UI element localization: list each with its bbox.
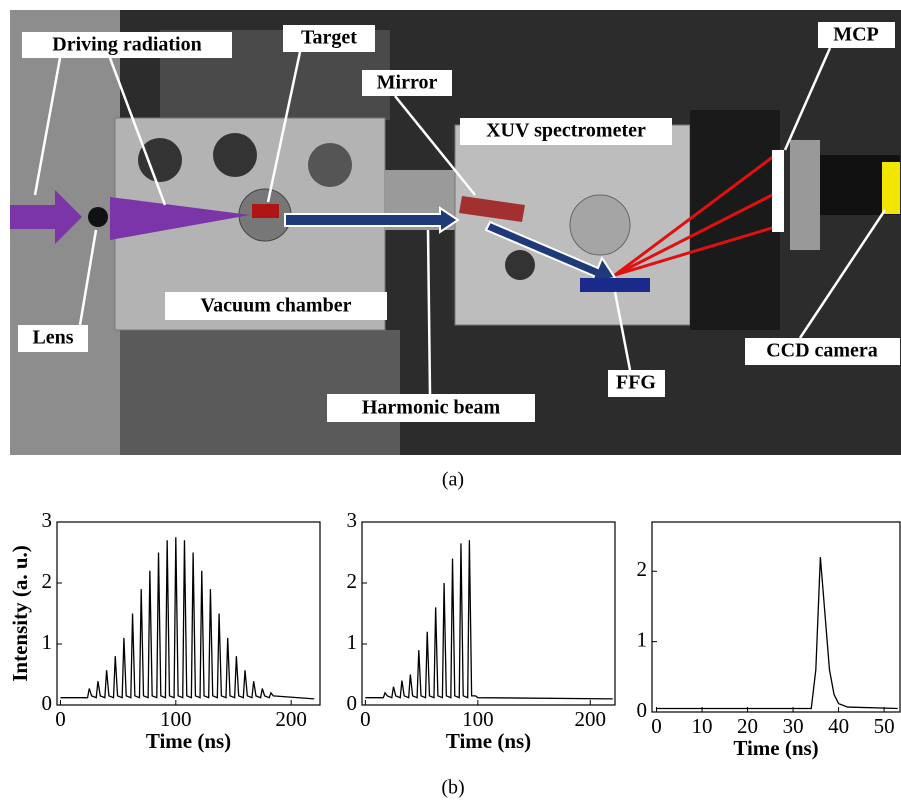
x-tick-label: 0 (360, 707, 371, 731)
y-tick-label: 0 (347, 691, 358, 715)
y-tick-label: 2 (42, 569, 53, 593)
y-tick-label: 0 (42, 691, 53, 715)
photo-label: Mirror (377, 72, 438, 94)
data-line (365, 540, 612, 699)
photo-label: Driving radiation (52, 34, 201, 56)
photo: Driving radiation Target Mirror XUV spec… (10, 10, 901, 455)
photo-label: CCD camera (766, 340, 878, 362)
caption: (b) (441, 777, 464, 799)
port (138, 138, 182, 182)
mcp (772, 150, 784, 232)
camera-label (882, 162, 900, 214)
x-tick-label: 0 (55, 707, 66, 731)
plot: 0 1 2 3 0 100 200 Time (ns) (347, 508, 616, 753)
x-tick-label: 200 (575, 707, 607, 731)
y-tick-label: 1 (347, 630, 358, 654)
x-tick-label: 30 (783, 714, 804, 738)
port (570, 195, 630, 255)
plot: 0 1 2 3 0 100 200 Time (ns) Intensity (a. u.) (8, 508, 320, 753)
lens (88, 207, 108, 227)
x-tick-label: 100 (160, 707, 192, 731)
data-line (60, 537, 314, 699)
x-tick-label: 50 (874, 714, 895, 738)
y-tick-label: 3 (347, 508, 358, 532)
target (252, 204, 279, 218)
port (308, 143, 352, 187)
photo-label: MCP (833, 24, 879, 46)
x-tick-label: 200 (275, 707, 307, 731)
plot-frame (57, 522, 320, 705)
y-tick-label: 0 (637, 698, 648, 722)
x-axis-label: Time (ns) (733, 736, 818, 760)
photo-label: Target (301, 27, 357, 49)
photo-label: Vacuum chamber (201, 295, 352, 317)
x-tick-label: 40 (828, 714, 849, 738)
lower-stage (120, 330, 400, 455)
figure: Driving radiation Target Mirror XUV spec… (0, 0, 901, 803)
y-tick-label: 1 (637, 627, 648, 651)
y-tick-label: 1 (42, 630, 53, 654)
data-line (657, 557, 898, 708)
plot-frame (362, 522, 615, 705)
mcp-flange (790, 140, 820, 250)
x-tick-label: 20 (737, 714, 758, 738)
x-tick-label: 0 (651, 714, 662, 738)
photo-label: XUV spectrometer (486, 120, 646, 142)
y-tick-label: 2 (637, 557, 648, 581)
x-tick-label: 10 (692, 714, 713, 738)
y-axis-label: Intensity (a. u.) (8, 545, 32, 682)
photo-label: Lens (32, 327, 73, 349)
x-axis-label: Time (ns) (446, 729, 531, 753)
mcp-housing (690, 110, 780, 330)
y-tick-label: 2 (347, 569, 358, 593)
port (505, 250, 535, 280)
photo-label: FFG (616, 372, 656, 394)
ffg (580, 278, 650, 292)
x-tick-label: 100 (462, 707, 494, 731)
y-tick-label: 3 (42, 508, 53, 532)
port (213, 133, 257, 177)
photo-label: Harmonic beam (362, 397, 501, 419)
x-axis-label: Time (ns) (146, 729, 231, 753)
plot-frame (652, 522, 900, 712)
caption: (a) (442, 469, 464, 491)
